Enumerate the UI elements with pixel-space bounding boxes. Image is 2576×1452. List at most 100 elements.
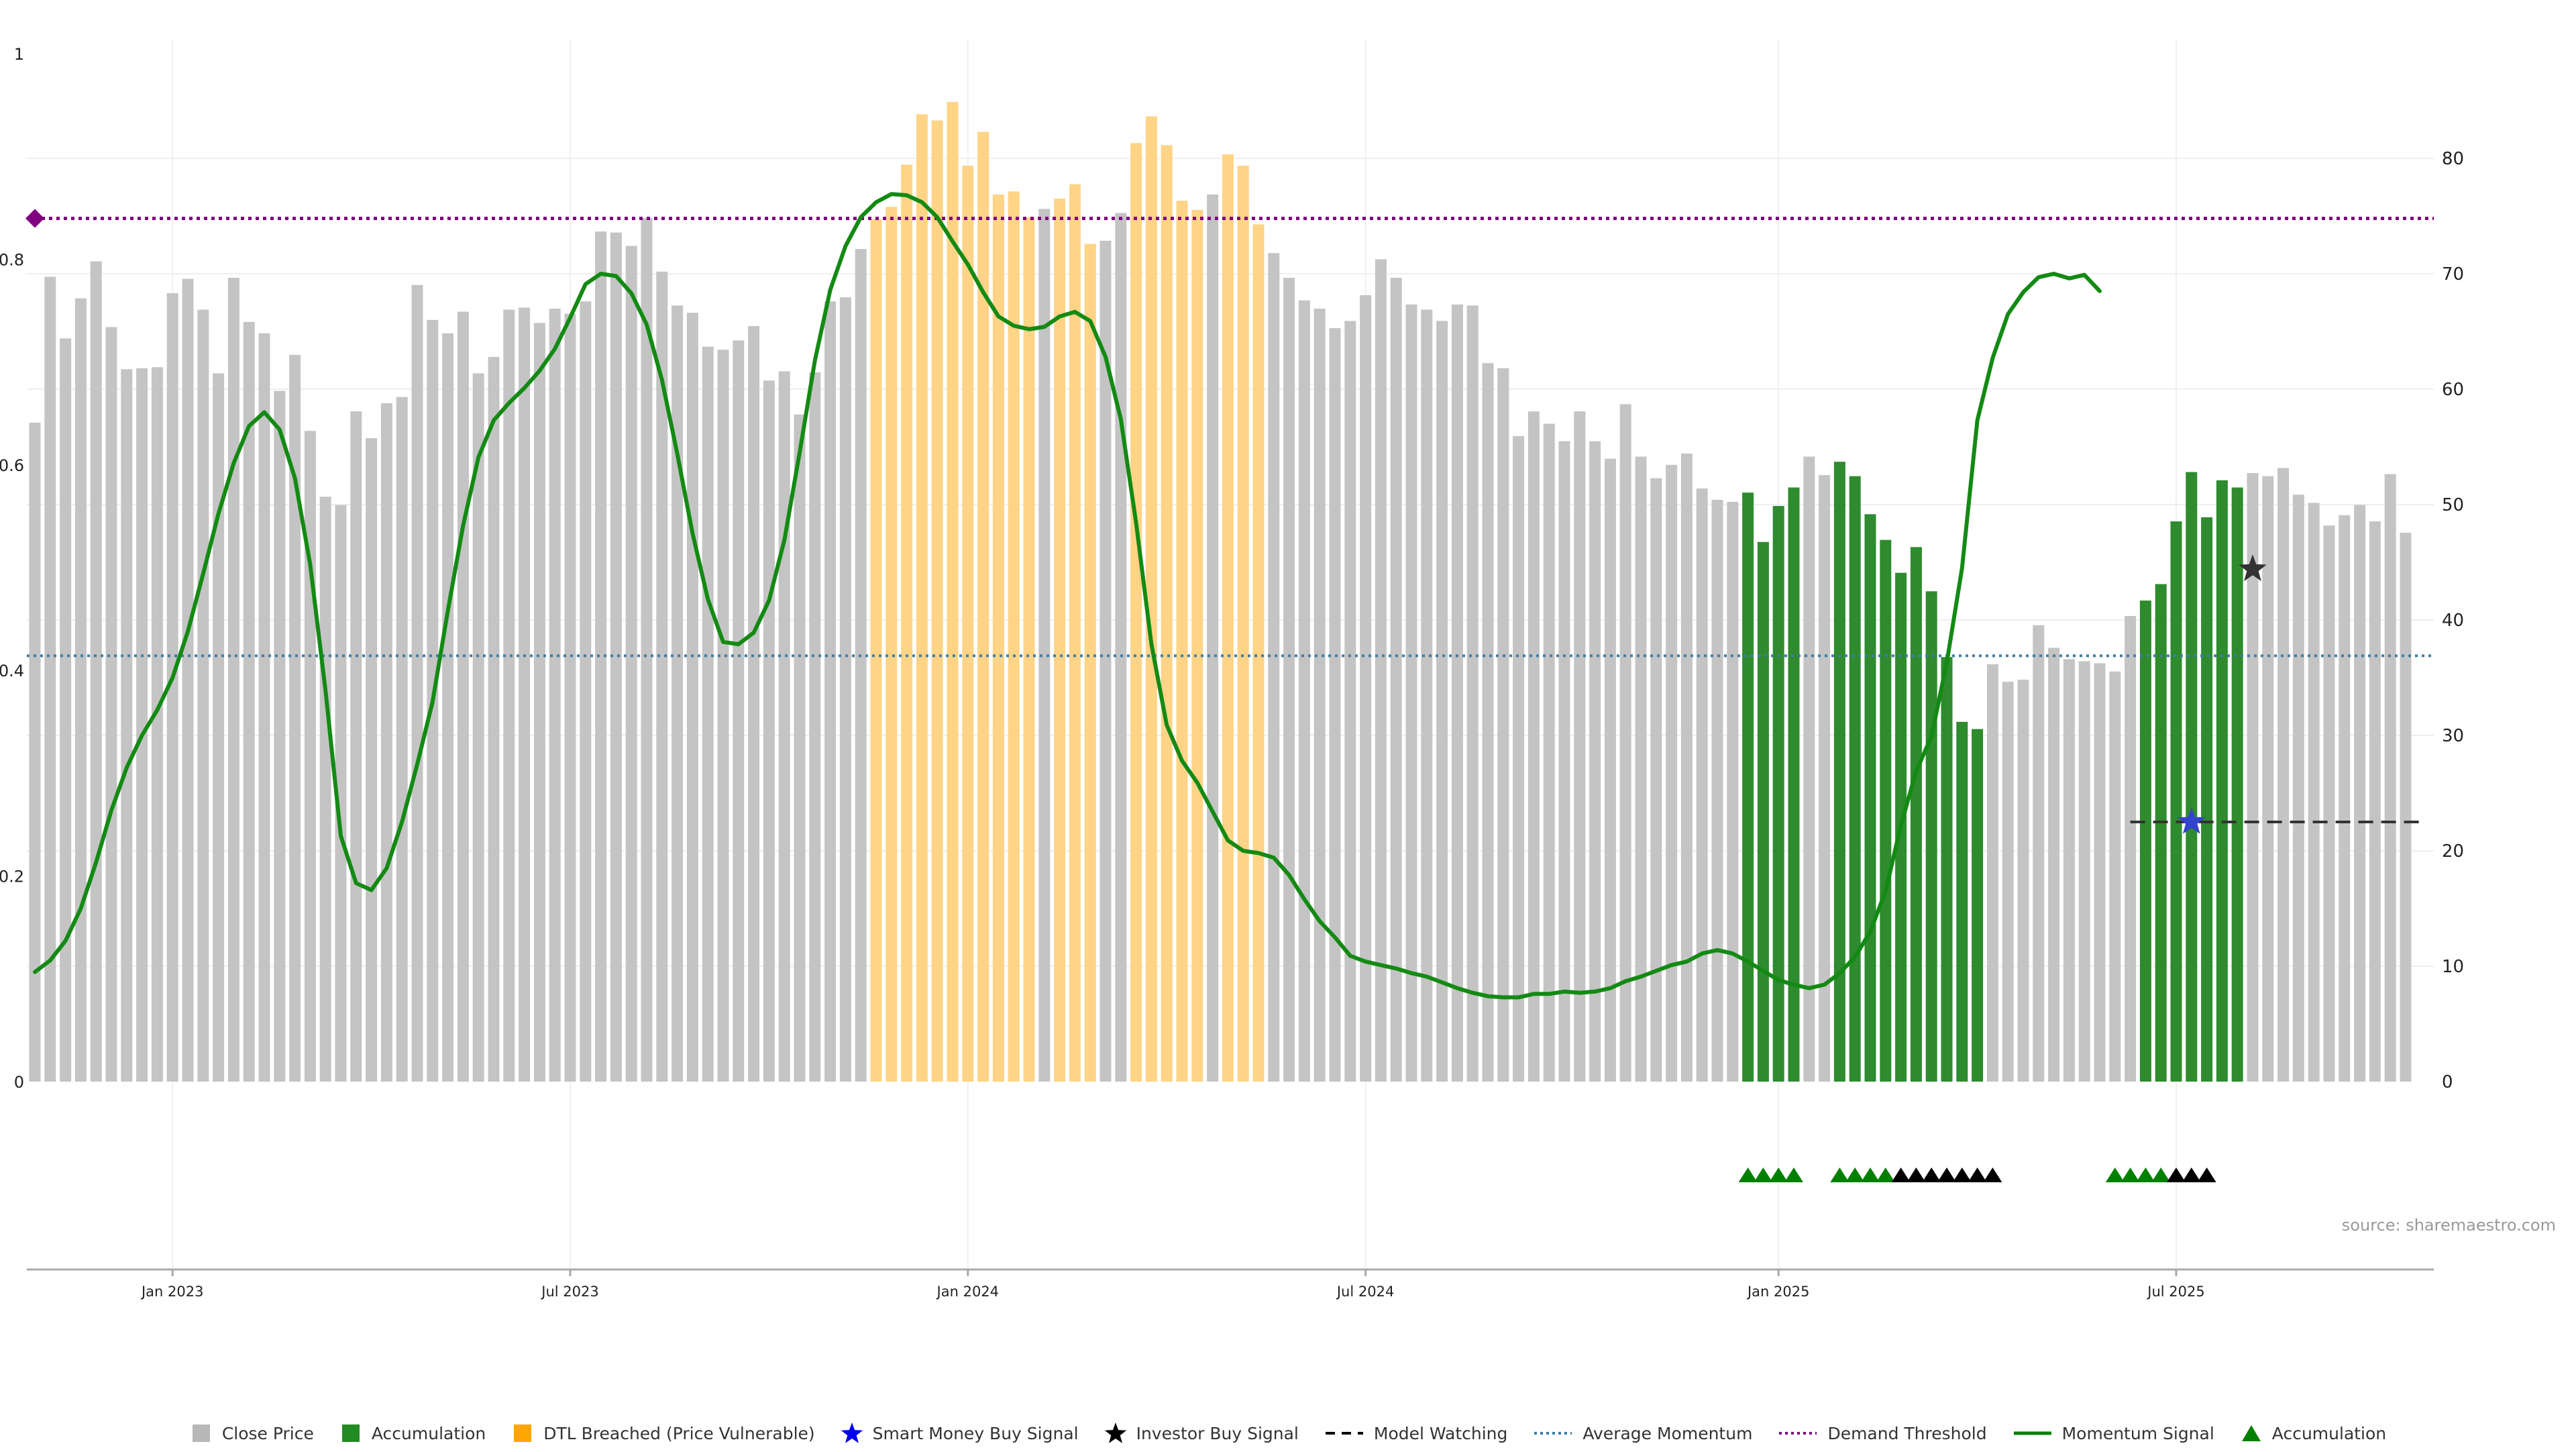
price-bar: [1176, 201, 1188, 1082]
price-bar: [962, 165, 974, 1082]
price-bar: [1084, 244, 1096, 1082]
price-bar: [1849, 476, 1861, 1082]
price-bar: [1941, 657, 1953, 1082]
price-bar: [519, 307, 531, 1082]
price-bar: [2078, 661, 2090, 1082]
price-bar: [1513, 435, 1525, 1082]
price-bar: [2339, 515, 2351, 1082]
price-bar: [1375, 259, 1387, 1082]
legend-item-model-watching: Model Watching: [1324, 1422, 1508, 1445]
price-bar: [1161, 145, 1173, 1082]
price-bars: [29, 102, 2412, 1082]
investor-triangle: [2197, 1168, 2216, 1182]
accumulation-legend-icon: [341, 1424, 360, 1442]
price-bar: [824, 301, 837, 1082]
price-bar: [44, 276, 56, 1082]
price-bar: [151, 367, 163, 1082]
price-bar: [472, 373, 484, 1082]
price-bar: [1421, 309, 1433, 1082]
price-bar: [2139, 601, 2151, 1082]
price-bar: [380, 403, 392, 1082]
price-bar: [2308, 503, 2320, 1082]
legend-label: Model Watching: [1373, 1423, 1508, 1443]
price-bar: [1727, 501, 1739, 1082]
price-bar: [870, 219, 882, 1082]
price-bar: [182, 278, 194, 1082]
price-bar: [1711, 499, 1723, 1082]
price-bar: [901, 164, 913, 1082]
model-watching-legend-icon: [1325, 1432, 1363, 1435]
price-bar: [2017, 679, 2029, 1082]
price-bar: [794, 414, 806, 1082]
price-bar: [1880, 539, 1892, 1082]
right-axis-tick-label: 50: [2442, 495, 2464, 515]
left-axis-tick-label: 1: [14, 45, 24, 64]
right-axis-tick-label: 60: [2442, 380, 2464, 400]
price-bar: [105, 327, 117, 1082]
price-bar: [1313, 308, 1326, 1082]
accumulation-triangle: [1769, 1168, 1788, 1182]
momentum-series: [33, 192, 2102, 1000]
price-bar: [549, 308, 561, 1082]
price-bar: [2094, 663, 2106, 1082]
left-axis-tick-label: 0.8: [0, 250, 24, 269]
accumulation-triangle: [2151, 1168, 2171, 1182]
price-bar: [304, 431, 316, 1082]
accumulation-triangle: [2105, 1168, 2125, 1182]
price-bar: [1864, 514, 1876, 1082]
price-bar: [1680, 453, 1693, 1082]
price-bar: [1574, 411, 1586, 1082]
legend-item-dtl-breached: DTL Breached (Price Vulnerable): [511, 1422, 815, 1445]
price-bar: [442, 333, 454, 1082]
right-axis-tick-label: 80: [2442, 149, 2464, 169]
price-bar: [855, 249, 867, 1082]
price-bar: [1558, 441, 1570, 1082]
x-axis-tick-label: Jan 2023: [140, 1284, 204, 1300]
price-bar: [166, 293, 178, 1082]
price-bar: [2201, 517, 2213, 1082]
price-bar: [319, 497, 331, 1082]
price-bar: [1329, 328, 1341, 1082]
price-bar: [1038, 209, 1051, 1082]
price-bar: [1925, 591, 1937, 1082]
right-axis-tick-label: 70: [2442, 264, 2464, 284]
investor-legend-icon: [1104, 1422, 1126, 1443]
price-bar: [1910, 547, 1922, 1082]
left-axis-tick-label: 0.2: [0, 868, 24, 886]
accumulation-triangle: [1754, 1168, 1773, 1182]
price-bar: [1956, 721, 1968, 1082]
accumulation-triangle: [1784, 1168, 1803, 1182]
price-bar: [778, 371, 790, 1082]
investor-triangle: [1922, 1168, 1941, 1182]
x-axis-tick-label: Jul 2024: [1336, 1284, 1394, 1300]
price-bar: [931, 120, 943, 1082]
price-bar: [366, 437, 378, 1082]
right-axis-tick-label: 0: [2442, 1072, 2453, 1092]
price-bar: [1833, 462, 1845, 1082]
price-bar: [1115, 213, 1127, 1082]
price-bar: [1252, 224, 1265, 1082]
price-bar: [2231, 487, 2243, 1082]
price-bar: [610, 232, 622, 1082]
accumulation-triangle: [1738, 1168, 1758, 1182]
x-axis-tick-label: Jan 2024: [936, 1284, 1000, 1300]
legend-label: DTL Breached (Price Vulnerable): [543, 1423, 815, 1443]
investor-triangle: [1968, 1168, 1987, 1182]
price-bar: [1497, 368, 1509, 1082]
price-bar: [641, 218, 653, 1082]
price-bar: [656, 271, 668, 1082]
investor-triangle: [1891, 1168, 1911, 1182]
accumulation-marker-row: [1738, 1168, 2216, 1182]
price-bar: [2033, 625, 2045, 1082]
price-bar: [733, 340, 745, 1082]
price-bar: [289, 354, 301, 1082]
price-bar: [1405, 304, 1417, 1082]
price-bar: [1803, 456, 1815, 1082]
price-bar: [1696, 488, 1708, 1082]
price-bar: [227, 277, 239, 1082]
price-bar: [748, 325, 760, 1082]
price-bar: [1023, 217, 1035, 1082]
price-bar: [274, 391, 286, 1082]
